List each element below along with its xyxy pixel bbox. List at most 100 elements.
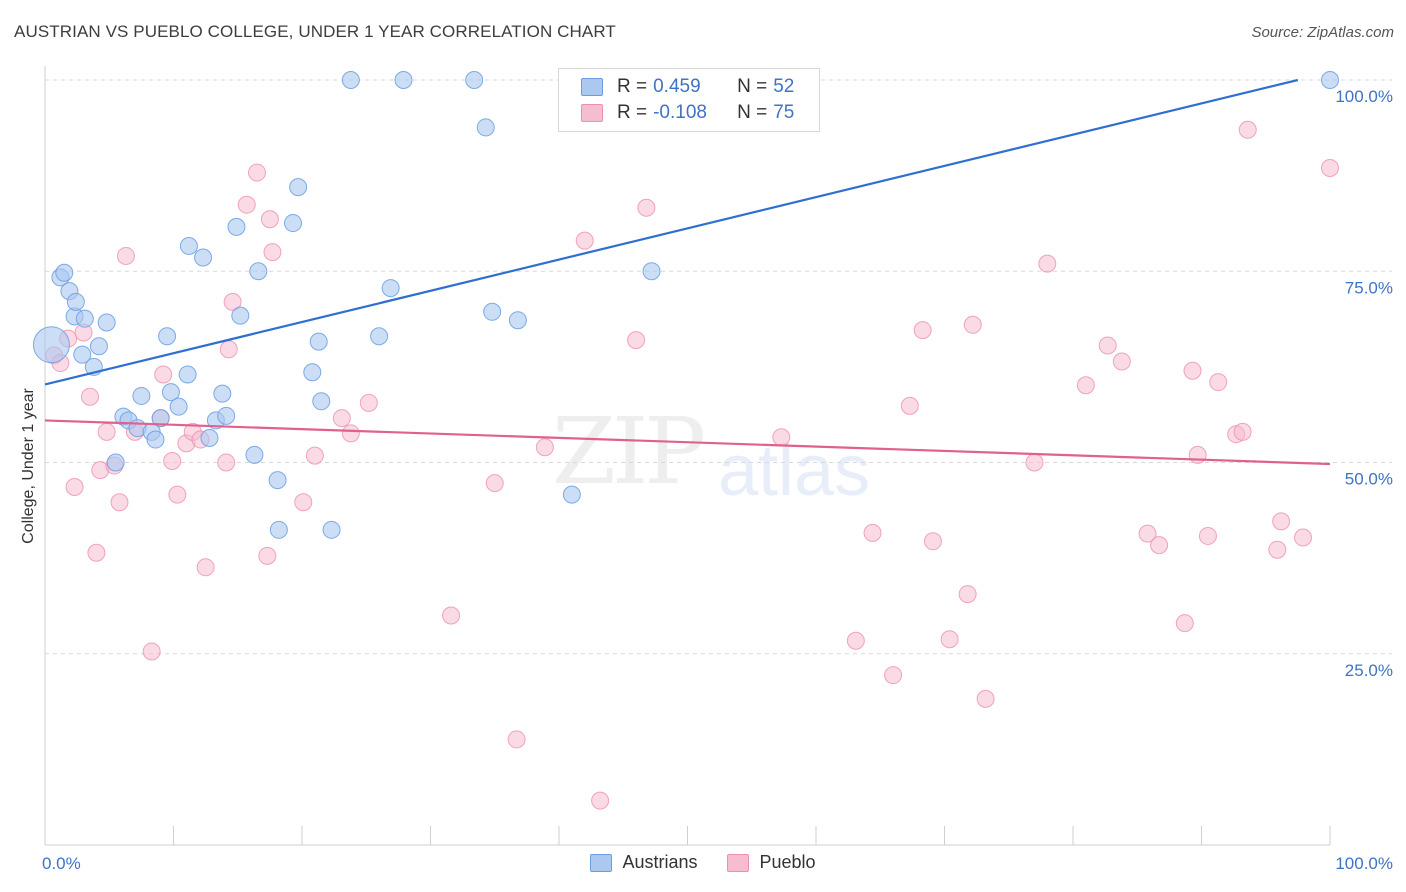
- austrian-point: [32, 326, 70, 364]
- pueblo-point: [168, 485, 187, 504]
- series-legend: Austrians Pueblo: [0, 852, 1406, 873]
- y-axis-label: College, Under 1 year: [20, 388, 37, 544]
- austrian-point: [394, 71, 413, 89]
- correlation-legend: R = 0.459 N = 52 R = -0.108 N = 75: [558, 68, 820, 132]
- pueblo-point: [87, 543, 106, 562]
- pueblo-point: [637, 198, 656, 217]
- pueblo-point: [1321, 158, 1339, 177]
- legend-item-pueblo[interactable]: Pueblo: [727, 852, 816, 873]
- pueblo-point: [963, 315, 982, 334]
- pueblo-point: [110, 493, 129, 512]
- pueblo-point: [294, 493, 313, 512]
- pueblo-point: [575, 231, 594, 250]
- pueblo-point: [535, 438, 554, 457]
- pueblo-point: [1112, 352, 1131, 371]
- pueblo-point: [958, 585, 977, 604]
- chart-title: AUSTRIAN VS PUEBLO COLLEGE, UNDER 1 YEAR…: [14, 22, 616, 41]
- pueblo-point: [1198, 526, 1217, 545]
- austrian-point: [309, 332, 328, 351]
- legend-row-austrians: R = 0.459 N = 52: [581, 75, 794, 99]
- austrian-point: [161, 383, 180, 402]
- austrian-point: [89, 337, 108, 356]
- pueblo-point: [591, 791, 610, 810]
- austrian-point: [312, 392, 331, 411]
- pueblo-point: [913, 321, 932, 340]
- austrian-point: [200, 429, 219, 448]
- y-tick-label: 50.0%: [1345, 470, 1393, 489]
- pueblo-point: [846, 631, 865, 650]
- austrian-points: [32, 71, 1339, 539]
- n-label: N =: [737, 102, 768, 123]
- pueblo-point: [1175, 614, 1194, 633]
- austrian-point: [106, 453, 125, 472]
- pueblo-point: [1138, 524, 1157, 543]
- pueblo-point: [1268, 540, 1287, 559]
- austrian-point: [194, 248, 213, 267]
- legend-label-austrians: Austrians: [622, 852, 698, 872]
- austrian-point: [66, 292, 85, 311]
- austrian-point: [289, 178, 308, 197]
- pueblo-point: [142, 642, 161, 661]
- austrian-point: [217, 406, 236, 425]
- n-value-austrians: 52: [773, 76, 795, 97]
- austrian-point: [284, 214, 303, 233]
- pueblo-point: [248, 163, 267, 182]
- austrian-point: [508, 311, 527, 330]
- pueblo-point: [263, 243, 282, 262]
- trend-lines: [44, 78, 1331, 466]
- pueblo-point: [923, 532, 942, 551]
- pueblo-point: [900, 396, 919, 415]
- pueblo-swatch: [581, 104, 603, 122]
- watermark-zip: ZIP: [552, 398, 706, 505]
- austrian-point: [268, 471, 287, 490]
- austrian-point: [75, 309, 94, 328]
- austrian-point: [370, 327, 389, 346]
- pueblo-point: [485, 474, 504, 493]
- legend-item-austrians[interactable]: Austrians: [590, 852, 697, 873]
- r-label: R =: [617, 102, 648, 123]
- n-label: N =: [737, 76, 768, 97]
- austrian-point: [151, 409, 170, 428]
- austrian-point: [97, 313, 116, 332]
- pueblo-point: [219, 340, 238, 359]
- y-tick-label: 75.0%: [1345, 278, 1393, 297]
- austrian-point: [245, 445, 264, 464]
- pueblo-point: [217, 453, 236, 472]
- pueblo-point: [97, 422, 116, 441]
- axes: [44, 66, 1331, 846]
- pueblo-point: [1233, 422, 1252, 441]
- pueblo-point: [884, 666, 903, 685]
- pueblo-point: [1038, 254, 1057, 273]
- austrian-point: [303, 363, 322, 382]
- austrian-trend-line: [44, 78, 1299, 386]
- r-value-austrians: 0.459: [653, 76, 701, 97]
- austrian-point: [642, 262, 661, 281]
- pueblo-point: [1098, 336, 1117, 355]
- pueblo-point: [258, 546, 277, 565]
- r-value-pueblo: -0.108: [653, 102, 707, 123]
- legend-label-pueblo: Pueblo: [759, 852, 816, 872]
- pueblo-point: [332, 409, 351, 428]
- austrian-point: [55, 263, 74, 282]
- pueblo-point: [305, 446, 324, 465]
- pueblo-point: [976, 689, 995, 708]
- austrian-point: [465, 71, 484, 89]
- pueblo-point: [1183, 361, 1202, 380]
- x-tick-label: 100.0%: [1335, 854, 1393, 873]
- austrian-point: [249, 262, 268, 281]
- austrian-point: [483, 302, 502, 321]
- pueblo-point: [627, 331, 646, 350]
- pueblo-point: [163, 451, 182, 470]
- pueblo-point: [154, 365, 173, 384]
- pueblo-point: [1238, 120, 1257, 139]
- pueblo-trend-line: [44, 419, 1331, 466]
- axis-labels: 25.0% 50.0% 75.0% 100.0% 0.0% 100.0% College, …: [20, 87, 1393, 873]
- pueblo-point: [260, 210, 279, 229]
- austrian-point: [231, 306, 250, 325]
- pueblo-point: [341, 424, 360, 443]
- n-value-pueblo: 75: [773, 102, 795, 123]
- austrian-swatch: [590, 853, 613, 872]
- pueblo-point: [237, 195, 256, 214]
- austrian-point: [213, 384, 232, 403]
- pueblo-point: [1150, 536, 1169, 555]
